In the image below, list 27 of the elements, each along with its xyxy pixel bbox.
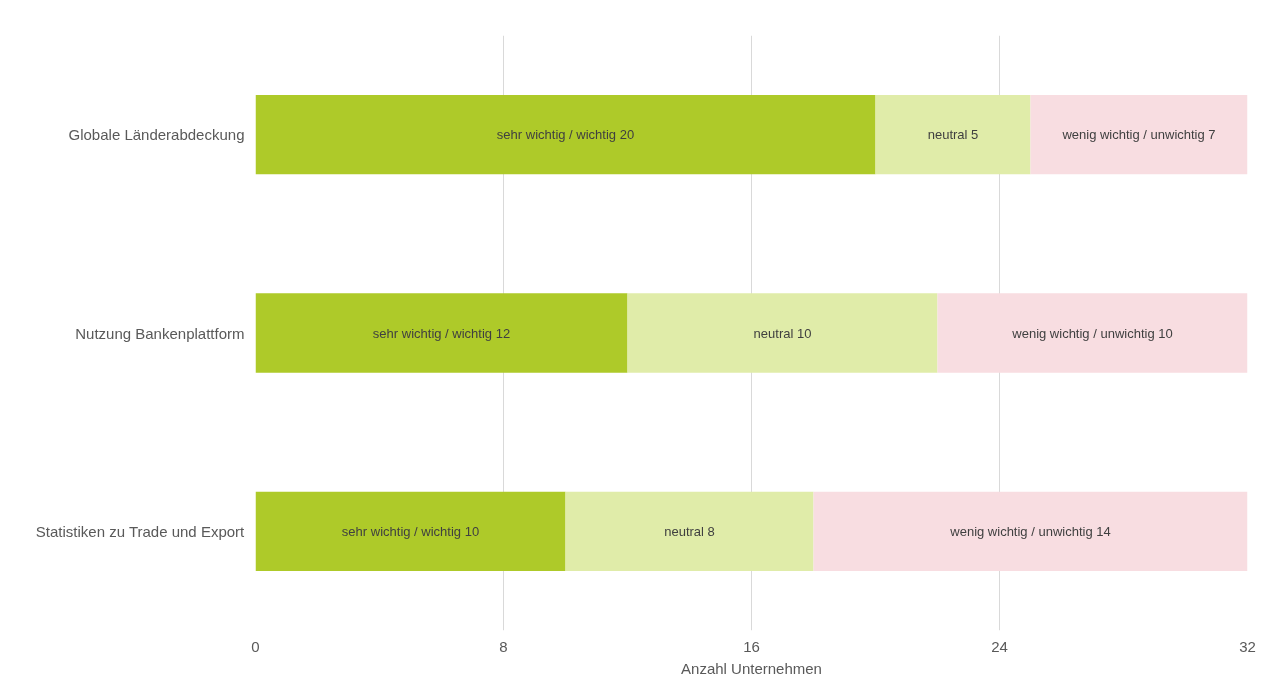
x-tick-label: 8 [499,637,508,655]
data-label: wenig wichtig / unwichtig 7 [1061,127,1216,143]
data-label: wenig wichtig / unwichtig 10 [1011,325,1173,341]
bar [565,491,814,571]
data-label: sehr wichtig / wichtig 20 [496,127,635,143]
x-tick-label: 0 [251,637,260,655]
x-tick-label: 32 [1239,637,1256,655]
bar [255,293,628,373]
bar [255,95,876,175]
data-label: sehr wichtig / wichtig 10 [341,523,480,539]
bar [627,293,938,373]
x-axis-title: Anzahl Unternehmen [681,659,822,677]
x-tick-label: 16 [743,637,760,655]
bar [937,293,1248,373]
data-label: neutral 10 [753,325,812,341]
bar [813,491,1248,571]
data-label: neutral 5 [927,127,979,143]
data-label: neutral 8 [664,523,715,539]
data-label: sehr wichtig / wichtig 12 [372,325,511,341]
x-tick-label: 24 [991,637,1008,655]
data-label: wenig wichtig / unwichtig 14 [949,523,1111,539]
y-tick-label: Nutzung Bankenplattform [75,324,245,342]
y-tick-label: Statistiken zu Trade und Export [35,522,246,540]
bar [875,95,1031,175]
bar [255,491,566,571]
y-tick-label: Globale Länderabdeckung [68,126,245,144]
bar [1030,95,1248,175]
